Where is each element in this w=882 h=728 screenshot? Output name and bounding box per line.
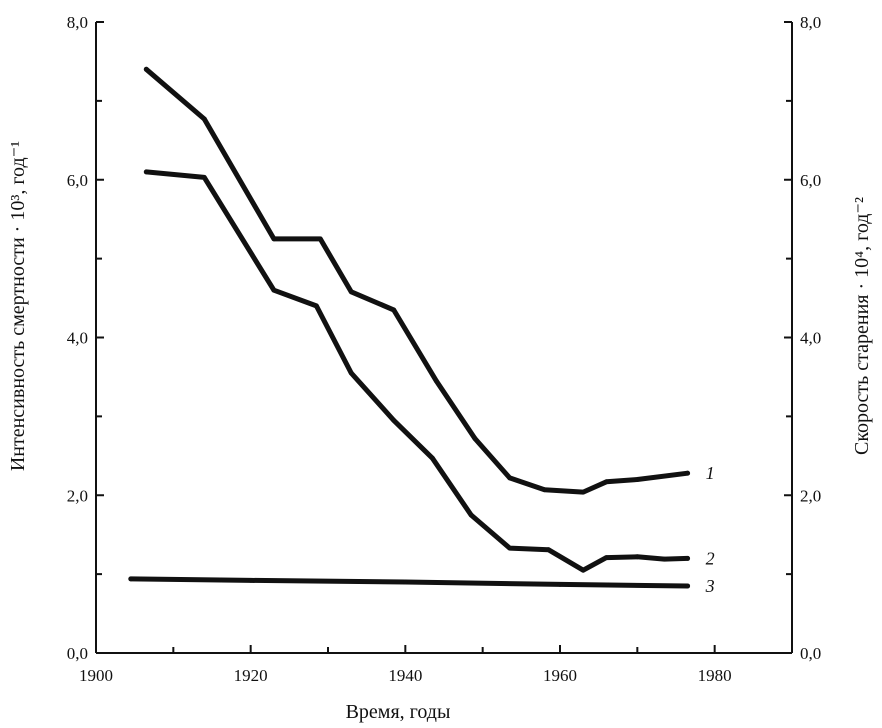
y-tick-label-left: 2,0 [67, 486, 88, 505]
y-axis-title-left: Интенсивность смертности · 10³, год⁻¹ [7, 141, 29, 471]
y-tick-label-right: 6,0 [800, 171, 821, 190]
data-point-1 [634, 477, 640, 482]
data-point-2 [201, 175, 207, 180]
data-point-2 [546, 547, 551, 553]
data-point-1 [143, 66, 149, 72]
data-point-1 [604, 479, 609, 485]
data-point-2 [580, 567, 586, 573]
axis-ticks [95, 21, 792, 654]
y-tick-label-right: 0,0 [800, 644, 821, 663]
series-line-2 [143, 169, 691, 573]
tick-labels: 0,0 0,0 2,0 2,0 4,0 4,0 6,0 6,0 8,0 8,0 1900 1920 19… [67, 13, 822, 685]
x-tick-label: 1960 [543, 666, 577, 685]
data-point-2 [685, 556, 690, 561]
data-point-3 [685, 583, 690, 589]
data-point-2 [348, 370, 354, 376]
data-point-2 [634, 554, 640, 560]
y-tick-label-left: 0,0 [67, 644, 88, 663]
data-point-1 [472, 436, 478, 441]
data-point-2 [143, 169, 149, 175]
data-point-2 [391, 417, 397, 423]
data-point-3 [248, 578, 254, 583]
x-tick-label: 1980 [698, 666, 732, 685]
y-tick-label-right: 2,0 [800, 486, 821, 505]
data-point-2 [430, 455, 435, 461]
series-label-3: 3 [705, 576, 715, 596]
data-point-2 [507, 545, 513, 551]
y-tick-label-right: 4,0 [800, 329, 821, 348]
data-point-1 [685, 470, 690, 476]
y-axis-title-right: Скорость старения · 10⁴, год⁻² [851, 197, 873, 455]
x-axis-title: Время, годы [346, 701, 451, 723]
series-layer [128, 66, 691, 589]
y-tick-label-left: 8,0 [67, 13, 88, 32]
y-tick-label-right: 8,0 [800, 13, 821, 32]
data-point-2 [468, 512, 474, 518]
data-point-1 [201, 116, 207, 122]
series-label-1: 1 [706, 463, 715, 483]
y-tick-label-left: 4,0 [67, 329, 88, 348]
data-point-1 [391, 307, 397, 313]
data-point-3 [128, 576, 134, 582]
data-point-2 [604, 555, 609, 560]
data-point-1 [542, 487, 547, 493]
y-tick-label-left: 6,0 [67, 171, 88, 190]
data-point-1 [271, 236, 277, 242]
data-point-1 [580, 489, 586, 495]
x-tick-label: 1920 [234, 666, 268, 685]
series-line-3 [128, 576, 691, 589]
data-point-2 [662, 556, 667, 562]
data-point-1 [433, 378, 439, 384]
series-line-1 [143, 66, 691, 495]
data-point-2 [314, 303, 319, 309]
x-tick-label: 1940 [388, 666, 422, 685]
data-point-3 [557, 582, 563, 587]
data-point-2 [271, 287, 277, 293]
series-label-2: 2 [706, 548, 715, 568]
x-tick-label: 1900 [79, 666, 113, 685]
data-point-1 [317, 236, 323, 242]
data-point-3 [402, 579, 408, 585]
data-point-1 [507, 475, 513, 481]
data-point-1 [348, 289, 354, 295]
